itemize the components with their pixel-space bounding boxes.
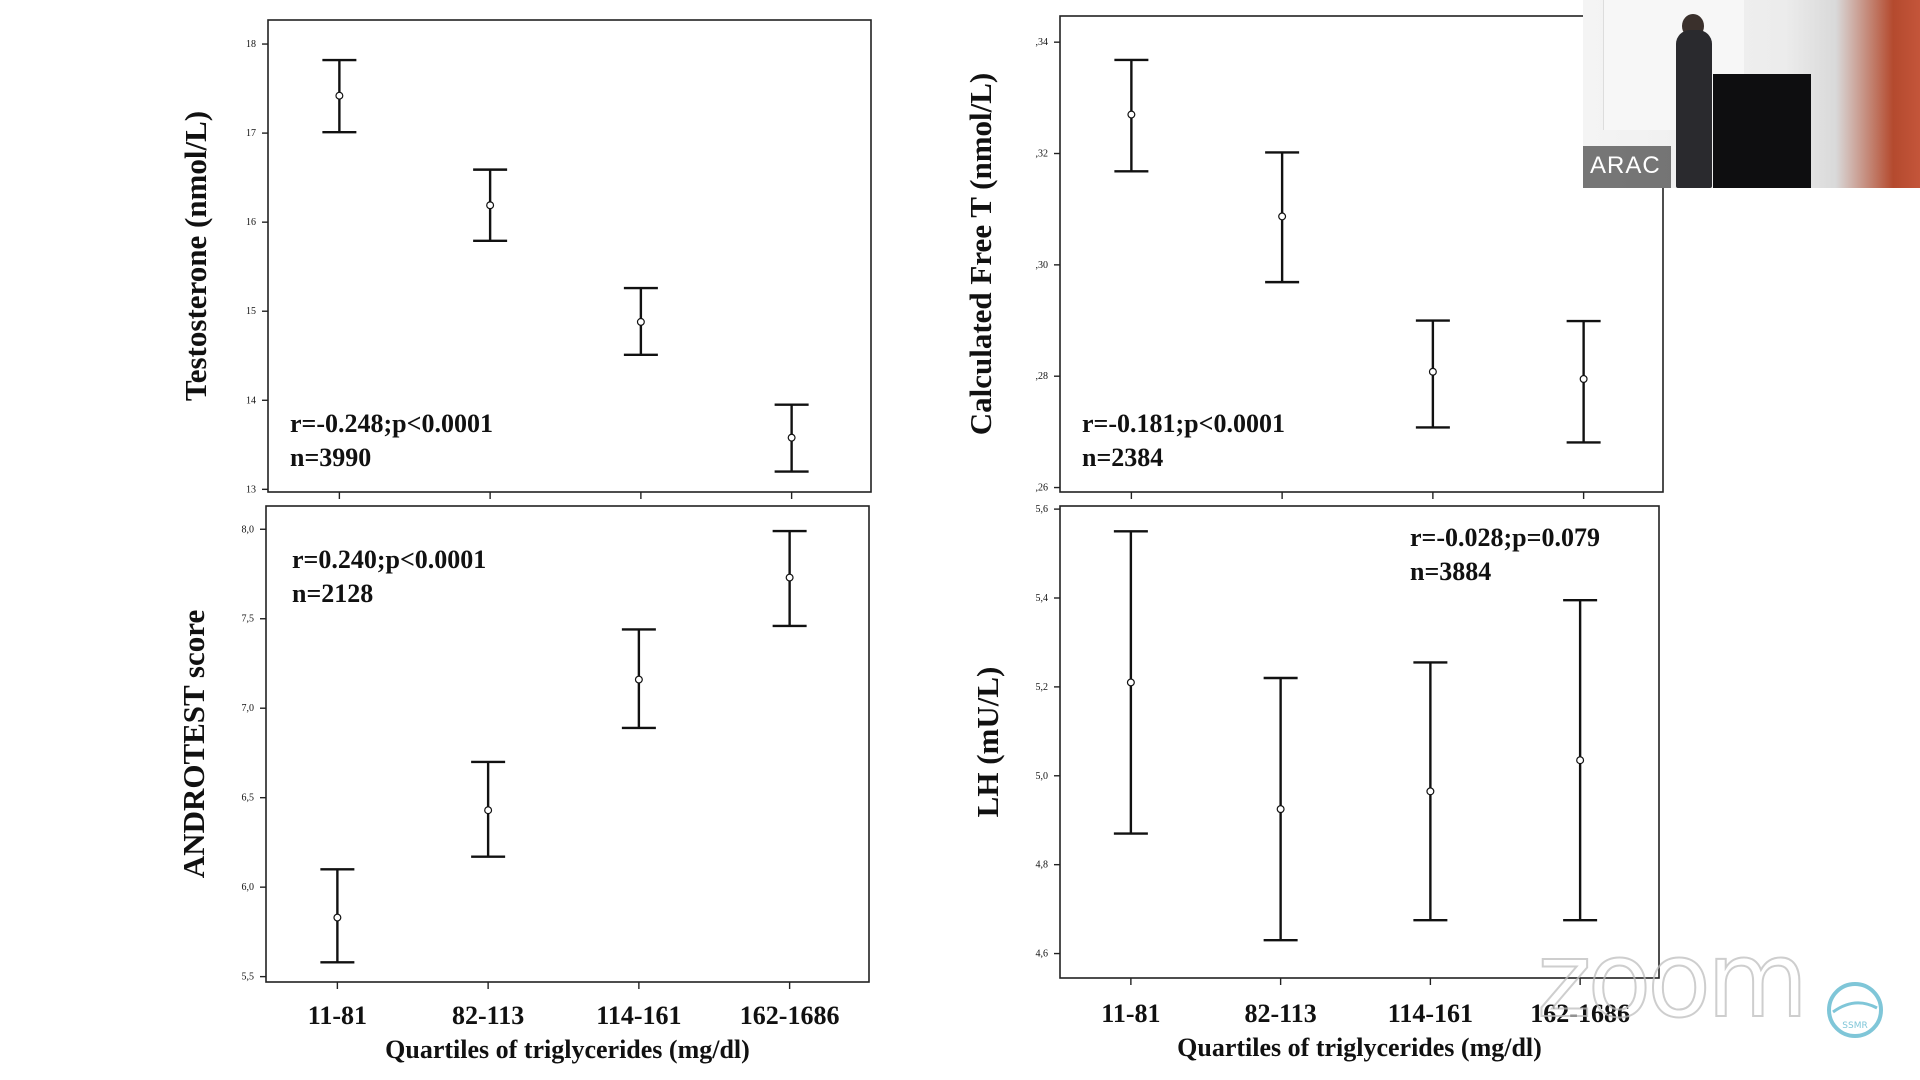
y-tick-label: 15 bbox=[246, 306, 256, 317]
y-tick-label: 5,4 bbox=[1036, 593, 1049, 604]
stat-annotation: r=-0.028;p=0.079 bbox=[1410, 523, 1600, 552]
mean-point bbox=[486, 201, 495, 210]
y-tick-label: 6,0 bbox=[242, 882, 255, 893]
mean-point bbox=[634, 675, 643, 684]
x-category-label: 114-161 bbox=[1388, 999, 1473, 1028]
y-axis-title: ANDROTEST score bbox=[176, 610, 211, 878]
chart-panel: 5,5 6,0 6,5 7,0 7,5 8,0 11-81 82-113 114-161 162-… bbox=[176, 505, 870, 1064]
x-category-label: 82-113 bbox=[1245, 999, 1317, 1028]
y-axis-title: Calculated Free T (nmol/L) bbox=[963, 73, 998, 436]
y-tick-label: 7,5 bbox=[242, 614, 255, 625]
plot-area-frame bbox=[265, 505, 870, 983]
y-tick-label: 4,6 bbox=[1036, 949, 1049, 960]
stat-annotation: r=0.240;p<0.0001 bbox=[292, 545, 486, 574]
mean-point bbox=[484, 806, 493, 815]
x-category-label: 11-81 bbox=[308, 1001, 367, 1030]
plot-area-frame bbox=[1059, 15, 1664, 493]
y-tick-label: 6,5 bbox=[242, 793, 255, 804]
y-tick-label: 14 bbox=[246, 395, 256, 406]
speaker-name-label: ARAC bbox=[1583, 146, 1671, 188]
mean-point bbox=[335, 91, 344, 100]
y-tick-label: 5,2 bbox=[1036, 682, 1049, 693]
y-tick-label: ,26 bbox=[1036, 483, 1049, 494]
x-axis-title: Quartiles of triglycerides (mg/dl) bbox=[385, 1035, 750, 1064]
chart-panel: ,26 ,28 ,30 ,32 ,34 Calculated Free T (nmol/L… bbox=[963, 15, 1664, 499]
mean-point bbox=[1426, 787, 1435, 796]
x-category-label: 114-161 bbox=[596, 1001, 681, 1030]
podium bbox=[1713, 74, 1811, 188]
y-tick-label: 5,5 bbox=[242, 972, 255, 983]
plot-area-frame bbox=[267, 19, 872, 493]
stat-annotation: r=-0.248;p<0.0001 bbox=[290, 409, 493, 438]
y-axis-title: LH (mU/L) bbox=[970, 667, 1005, 818]
chart-panel: 4,6 4,8 5,0 5,2 5,4 5,6 11-81 82-113 114-161 162-… bbox=[970, 504, 1660, 1062]
society-logo-icon: SSMR bbox=[1827, 982, 1883, 1038]
plot-area-frame bbox=[1059, 505, 1660, 979]
x-category-label: 11-81 bbox=[1101, 999, 1160, 1028]
mean-point bbox=[787, 433, 796, 442]
y-tick-label: ,34 bbox=[1036, 37, 1049, 48]
y-tick-label: 5,0 bbox=[1036, 771, 1049, 782]
y-axis-title: Testosterone (nmol/L) bbox=[178, 111, 213, 401]
mean-point bbox=[1127, 110, 1136, 119]
stat-annotation: n=2384 bbox=[1082, 443, 1163, 472]
y-tick-label: ,32 bbox=[1036, 149, 1049, 160]
society-logo-text: SSMR bbox=[1842, 1021, 1867, 1031]
zoom-watermark: zoom bbox=[1536, 919, 1809, 1041]
y-tick-label: ,28 bbox=[1036, 371, 1049, 382]
y-tick-label: 16 bbox=[246, 217, 256, 228]
mean-point bbox=[1428, 367, 1437, 376]
mean-point bbox=[1579, 374, 1588, 383]
y-tick-label: 5,6 bbox=[1036, 504, 1049, 515]
stat-annotation: r=-0.181;p<0.0001 bbox=[1082, 409, 1285, 438]
y-tick-label: 8,0 bbox=[242, 524, 255, 535]
y-tick-label: 13 bbox=[246, 484, 256, 495]
x-category-label: 162-1686 bbox=[740, 1001, 840, 1030]
x-axis-title: Quartiles of triglycerides (mg/dl) bbox=[1177, 1033, 1542, 1062]
y-tick-label: ,30 bbox=[1036, 260, 1049, 271]
mean-point bbox=[636, 317, 645, 326]
mean-point bbox=[785, 573, 794, 582]
mean-point bbox=[1576, 756, 1585, 765]
x-category-label: 162-1686 bbox=[1530, 999, 1630, 1028]
mean-point bbox=[1278, 212, 1287, 221]
stat-annotation: n=3990 bbox=[290, 443, 371, 472]
mean-point bbox=[333, 913, 342, 922]
speaker-video-tile[interactable]: ARAC bbox=[1583, 0, 1920, 188]
y-tick-label: 7,0 bbox=[242, 703, 255, 714]
stat-annotation: n=2128 bbox=[292, 579, 373, 608]
mean-point bbox=[1276, 805, 1285, 814]
y-tick-label: 4,8 bbox=[1036, 860, 1049, 871]
y-tick-label: 17 bbox=[246, 128, 256, 139]
chart-panel: 13 14 15 16 17 18 Testosterone (nmol/L) r=-0.24… bbox=[178, 19, 872, 499]
y-tick-label: 18 bbox=[246, 39, 256, 50]
speaker-figure bbox=[1676, 30, 1712, 188]
mean-point bbox=[1126, 678, 1135, 687]
stat-annotation: n=3884 bbox=[1410, 557, 1491, 586]
x-category-label: 82-113 bbox=[452, 1001, 524, 1030]
